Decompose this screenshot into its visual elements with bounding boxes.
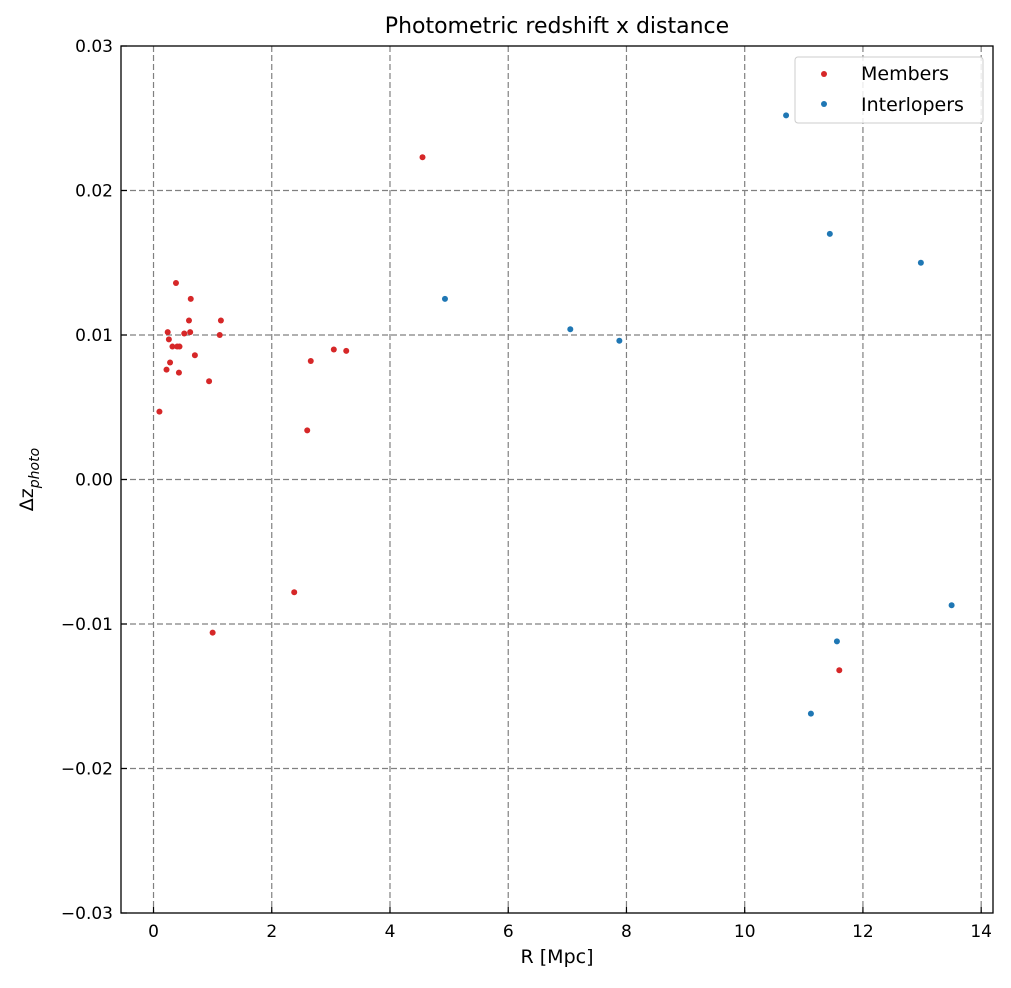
x-tick-label: 14	[970, 922, 992, 942]
point-members	[185, 317, 192, 324]
y-tick-label: −0.01	[61, 615, 113, 635]
chart-title: Photometric redshift x distance	[385, 14, 729, 39]
point-members	[181, 330, 188, 337]
point-interlopers	[833, 638, 840, 645]
point-members	[216, 332, 223, 338]
x-tick-label: 10	[734, 922, 756, 942]
y-tick-label: 0.00	[75, 471, 113, 491]
point-interlopers	[948, 602, 955, 609]
point-interlopers	[783, 112, 790, 119]
point-members	[167, 359, 174, 366]
y-tick-label: 0.01	[75, 326, 113, 346]
y-axis-label-base: Δz	[16, 488, 38, 511]
x-tick-label: 0	[148, 922, 159, 942]
x-tick-label: 12	[852, 922, 874, 942]
point-members	[291, 589, 298, 596]
point-members	[191, 352, 198, 359]
point-members	[175, 369, 182, 376]
point-members	[169, 343, 176, 350]
legend-marker-interlopers	[821, 101, 827, 107]
y-tick-label: −0.02	[61, 760, 113, 780]
point-members	[330, 346, 337, 353]
legend-label-interlopers: Interlopers	[861, 94, 964, 116]
y-tick-label: −0.03	[61, 904, 113, 924]
point-interlopers	[567, 326, 574, 333]
point-members	[307, 358, 314, 365]
point-members	[209, 629, 216, 636]
data-points	[156, 112, 955, 717]
plot-frame	[120, 45, 994, 914]
point-members	[172, 279, 179, 286]
point-members	[304, 427, 311, 434]
legend-marker-members	[821, 71, 827, 77]
point-members	[206, 378, 213, 385]
x-tick-label: 4	[385, 922, 396, 942]
point-members	[836, 667, 843, 674]
x-tick-label: 6	[503, 922, 514, 942]
point-members	[164, 329, 171, 336]
axis-ticks: 0 2 4 6 8 10 12 14 −0.03 −0.02 −0.01 0.00 0.01 0.02 0.…	[61, 37, 992, 942]
point-members	[187, 295, 194, 302]
point-interlopers	[826, 230, 833, 237]
y-tick-label: 0.02	[75, 182, 113, 202]
legend-label-members: Members	[861, 63, 949, 85]
point-interlopers	[807, 710, 814, 717]
point-members	[176, 343, 183, 350]
point-members	[163, 366, 170, 373]
point-interlopers	[917, 259, 924, 266]
point-members	[419, 154, 426, 161]
point-members	[156, 408, 163, 415]
point-members	[343, 347, 350, 354]
y-tick-label: 0.03	[75, 37, 113, 57]
x-tick-label: 8	[621, 922, 632, 942]
legend: Members Interlopers	[794, 56, 984, 124]
point-members	[165, 336, 172, 343]
point-interlopers	[616, 337, 623, 344]
y-axis-label: Δzphoto	[16, 448, 43, 511]
legend-box	[794, 56, 984, 124]
x-tick-label: 2	[266, 922, 277, 942]
point-members	[217, 317, 224, 324]
y-axis-label-subscript: photo	[27, 448, 43, 489]
point-members	[187, 329, 194, 336]
point-interlopers	[441, 295, 448, 302]
grid-lines	[121, 46, 993, 913]
x-axis-label: R [Mpc]	[521, 946, 594, 968]
